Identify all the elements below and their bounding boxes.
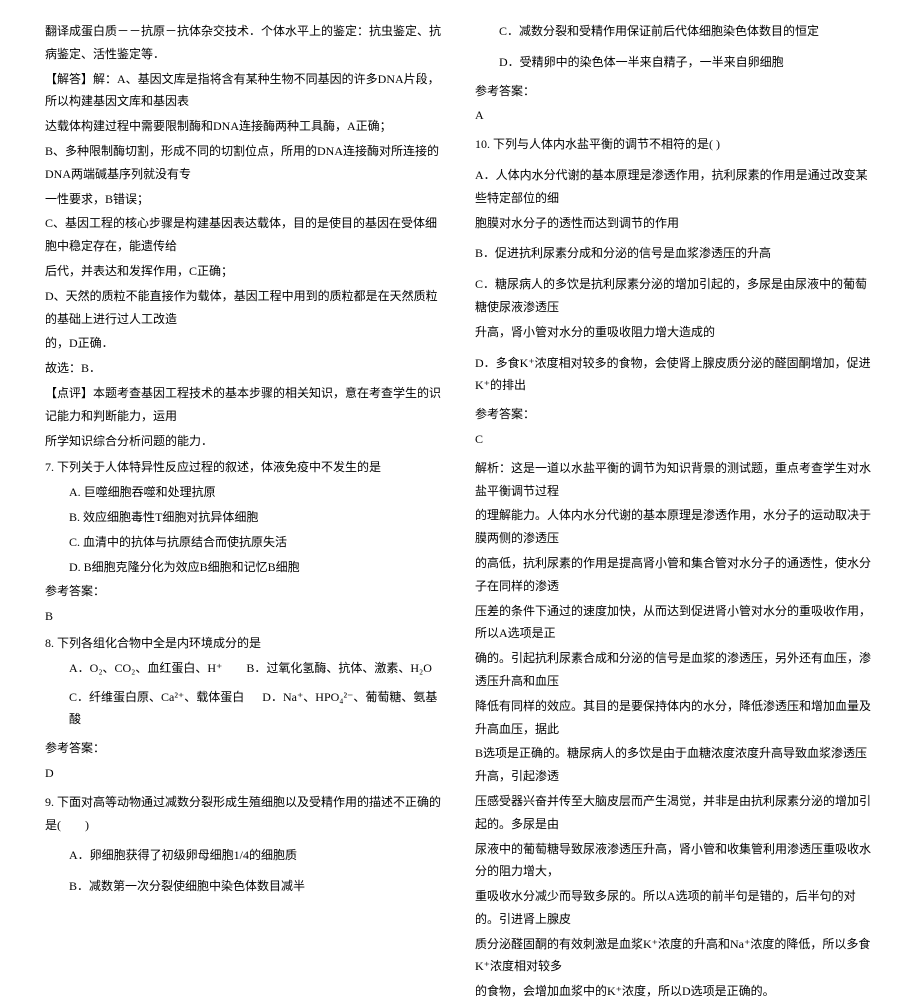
left-column: 翻译成蛋白质－－抗原－抗体杂交技术．个体水平上的鉴定：抗虫鉴定、抗病鉴定、活性鉴… (30, 20, 460, 631)
question-8: 8. 下列各组化合物中全是内环境成分的是 (45, 632, 445, 655)
explanation-line: 质分泌醛固酮的有效刺激是血浆K⁺浓度的升高和Na⁺浓度的降低，所以多食K⁺浓度相… (475, 933, 875, 979)
option-9d: D．受精卵中的染色体一半来自精子，一半来自卵细胞 (475, 51, 875, 74)
option-10a: A．人体内水分代谢的基本原理是渗透作用，抗利尿素的作用是通过改变某些特定部位的细 (475, 164, 875, 210)
answer-label-8: 参考答案： (45, 737, 445, 760)
option-7d: D. B细胞克隆分化为效应B细胞和记忆B细胞 (45, 556, 445, 579)
text-line: C、基因工程的核心步骤是构建基因表达载体，目的是使目的基因在受体细胞中稳定存在，… (45, 212, 445, 258)
answer-10: C (475, 428, 875, 451)
explanation-line: B选项是正确的。糖尿病人的多饮是由于血糖浓度浓度升高导致血浆渗透压升高，引起渗透 (475, 742, 875, 788)
text-line: 的，D正确． (45, 332, 445, 355)
explanation-line: 的食物，会增加血浆中的K⁺浓度，所以D选项是正确的。 (475, 980, 875, 1003)
question-9: 9. 下面对高等动物通过减数分裂形成生殖细胞以及受精作用的描述不正确的是( ) (45, 791, 445, 837)
option-8a: A．O₂、CO₂、血红蛋白、H⁺ (69, 661, 222, 675)
text-line: 所学知识综合分析问题的能力． (45, 430, 445, 453)
text-line: 翻译成蛋白质－－抗原－抗体杂交技术．个体水平上的鉴定：抗虫鉴定、抗病鉴定、活性鉴… (45, 20, 445, 66)
text-line: B、多种限制酶切割，形成不同的切割位点，所用的DNA连接酶对所连接的DNA两端碱… (45, 140, 445, 186)
right-column: C．减数分裂和受精作用保证前后代体细胞染色体数目的恒定 D．受精卵中的染色体一半… (460, 20, 890, 631)
option-10d: D．多食K⁺浓度相对较多的食物，会使肾上腺皮质分泌的醛固酮增加，促进K⁺的排出 (475, 352, 875, 398)
text-line: 一性要求，B错误； (45, 188, 445, 211)
option-7a: A. 巨噬细胞吞噬和处理抗原 (45, 481, 445, 504)
text-line: 【点评】本题考查基因工程技术的基本步骤的相关知识，意在考查学生的识记能力和判断能… (45, 382, 445, 428)
explanation-line: 的高低，抗利尿素的作用是提高肾小管和集合管对水分子的通透性，使水分子在同样的渗透 (475, 552, 875, 598)
option-7c: C. 血清中的抗体与抗原结合而使抗原失活 (45, 531, 445, 554)
option-8c: C．纤维蛋白原、Ca²⁺、载体蛋白 (69, 690, 244, 704)
option-10a-cont: 胞膜对水分子的透性而达到调节的作用 (475, 212, 875, 235)
option-9a: A．卵细胞获得了初级卵母细胞1/4的细胞质 (45, 844, 445, 867)
question-7: 7. 下列关于人体特异性反应过程的叙述，体液免疫中不发生的是 (45, 456, 445, 479)
explanation-line: 降低有同样的效应。其目的是要保持体内的水分，降低渗透压和增加血量及升高血压，据此 (475, 695, 875, 741)
explanation-line: 压感受器兴奋并传至大脑皮层而产生渴觉，并非是由抗利尿素分泌的增加引起的。多尿是由 (475, 790, 875, 836)
explanation-line: 确的。引起抗利尿素合成和分泌的信号是血浆的渗透压，另外还有血压，渗透压升高和血压 (475, 647, 875, 693)
document-page: 翻译成蛋白质－－抗原－抗体杂交技术．个体水平上的鉴定：抗虫鉴定、抗病鉴定、活性鉴… (0, 0, 920, 651)
option-7b: B. 效应细胞毒性T细胞对抗异体细胞 (45, 506, 445, 529)
answer-9: A (475, 104, 875, 127)
option-row-8ab: A．O₂、CO₂、血红蛋白、H⁺ B．过氧化氢酶、抗体、激素、H₂O (45, 657, 445, 680)
answer-7: B (45, 605, 445, 628)
option-row-8cd: C．纤维蛋白原、Ca²⁺、载体蛋白 D．Na⁺、HPO₄²⁻、葡萄糖、氨基酸 (45, 686, 445, 732)
answer-label-7: 参考答案： (45, 580, 445, 603)
option-10b: B．促进抗利尿素分成和分泌的信号是血浆渗透压的升高 (475, 242, 875, 265)
question-10: 10. 下列与人体内水盐平衡的调节不相符的是( ) (475, 133, 875, 156)
option-9b: B．减数第一次分裂使细胞中染色体数目减半 (45, 875, 445, 898)
answer-8: D (45, 762, 445, 785)
option-8b: B．过氧化氢酶、抗体、激素、H₂O (246, 661, 432, 675)
answer-label-10: 参考答案： (475, 403, 875, 426)
explanation-line: 的理解能力。人体内水分代谢的基本原理是渗透作用，水分子的运动取决于膜两侧的渗透压 (475, 504, 875, 550)
text-line: 达载体构建过程中需要限制酶和DNA连接酶两种工具酶，A正确； (45, 115, 445, 138)
text-line: 故选：B． (45, 357, 445, 380)
option-10c-cont: 升高，肾小管对水分的重吸收阻力增大造成的 (475, 321, 875, 344)
text-line: 后代，并表达和发挥作用，C正确； (45, 260, 445, 283)
option-10c: C．糖尿病人的多饮是抗利尿素分泌的增加引起的，多尿是由尿液中的葡萄糖使尿液渗透压 (475, 273, 875, 319)
text-line: 【解答】解：A、基因文库是指将含有某种生物不同基因的许多DNA片段，所以构建基因… (45, 68, 445, 114)
answer-label-9: 参考答案： (475, 80, 875, 103)
explanation-line: 解析：这是一道以水盐平衡的调节为知识背景的测试题，重点考查学生对水盐平衡调节过程 (475, 457, 875, 503)
explanation-line: 压差的条件下通过的速度加快，从而达到促进肾小管对水分的重吸收作用，所以A选项是正 (475, 600, 875, 646)
option-9c: C．减数分裂和受精作用保证前后代体细胞染色体数目的恒定 (475, 20, 875, 43)
explanation-line: 重吸收水分减少而导致多尿的。所以A选项的前半句是错的，后半句的对的。引进肾上腺皮 (475, 885, 875, 931)
text-line: D、天然的质粒不能直接作为载体，基因工程中用到的质粒都是在天然质粒的基础上进行过… (45, 285, 445, 331)
explanation-line: 尿液中的葡萄糖导致尿液渗透压升高，肾小管和收集管利用渗透压重吸收水分的阻力增大， (475, 838, 875, 884)
